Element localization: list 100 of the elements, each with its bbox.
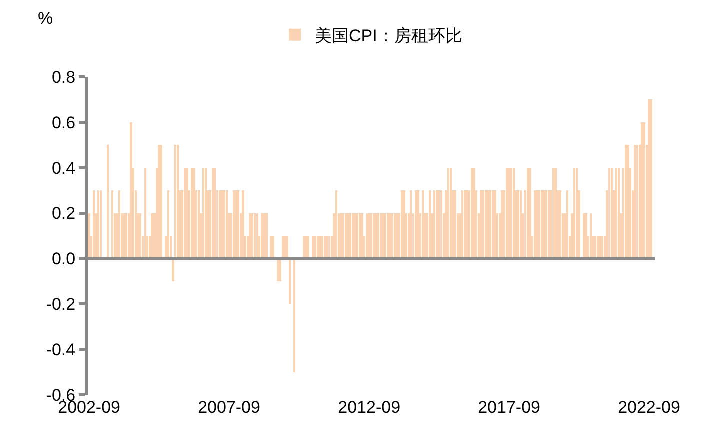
bar [204, 168, 208, 259]
bar [624, 145, 628, 259]
bar [218, 190, 221, 259]
bar [242, 190, 244, 259]
bar [172, 258, 174, 282]
bar [615, 168, 618, 259]
bar [226, 190, 228, 259]
bar [634, 145, 636, 259]
bar [470, 168, 473, 259]
bar [294, 258, 296, 372]
bar [98, 190, 100, 259]
bar [312, 236, 314, 259]
bar [118, 190, 121, 259]
bar [610, 168, 613, 259]
bar [585, 213, 588, 259]
bar [106, 145, 109, 259]
bar [428, 190, 432, 259]
y-tick-label: 0.0 [52, 250, 76, 269]
bar [238, 190, 240, 259]
bar [167, 190, 170, 259]
x-tick-label: 2017-09 [478, 398, 540, 417]
y-axis-title: % [38, 9, 54, 28]
bar [335, 190, 338, 259]
bar [151, 213, 154, 259]
bar [414, 190, 417, 259]
bar [518, 190, 520, 259]
bar [534, 190, 536, 259]
bar [184, 168, 186, 259]
bar [88, 213, 90, 259]
bar [464, 190, 466, 259]
bar [566, 190, 569, 259]
bar [608, 168, 611, 259]
bar [417, 190, 420, 259]
bar [462, 190, 464, 259]
x-tick-label: 2012-09 [338, 398, 401, 417]
bar [494, 190, 496, 259]
x-tick-label: 2022-09 [618, 398, 680, 417]
bar [440, 190, 443, 259]
bar [447, 168, 450, 259]
bar [436, 190, 438, 259]
bar [512, 168, 516, 259]
bar [484, 190, 488, 259]
bar [510, 168, 513, 259]
bar [501, 190, 504, 259]
bar [422, 190, 424, 259]
legend-label: 美国CPI：房租环比 [315, 26, 462, 46]
bar [548, 190, 550, 259]
bar [552, 168, 555, 259]
bar [232, 190, 236, 259]
y-tick-label: 0.4 [52, 158, 76, 178]
y-tick-label: -0.4 [46, 340, 76, 360]
bar [277, 258, 280, 282]
bar [538, 190, 541, 259]
bar [574, 168, 576, 259]
bar [559, 190, 562, 259]
bar [410, 190, 412, 259]
bar [160, 145, 163, 259]
bar [450, 168, 452, 259]
x-tick-label: 2007-09 [198, 398, 260, 417]
bar [144, 168, 146, 259]
y-tick-label: 0.2 [52, 204, 76, 224]
bar [361, 213, 364, 259]
bar [174, 145, 177, 259]
bar [482, 190, 485, 259]
bar [643, 122, 646, 259]
bar [202, 168, 205, 259]
bar [648, 100, 650, 259]
bar [111, 190, 114, 259]
bar [130, 122, 132, 259]
bar [214, 168, 216, 259]
bar [400, 190, 404, 259]
bar [636, 145, 639, 259]
bar [100, 190, 102, 259]
bar [198, 190, 200, 259]
bar [288, 258, 292, 304]
bar [223, 190, 226, 259]
bar [526, 168, 529, 259]
y-tick-label: 0.6 [52, 113, 76, 132]
bar [650, 100, 653, 259]
bar [618, 168, 620, 259]
bar [190, 168, 193, 259]
bar [520, 190, 522, 259]
bar [540, 190, 544, 259]
bar [270, 236, 272, 259]
bar [266, 213, 268, 259]
bar [249, 213, 252, 259]
bar [434, 190, 436, 259]
y-tick-label: 0.8 [52, 68, 76, 87]
bar [176, 145, 180, 259]
bar [403, 190, 406, 259]
y-tick-label: -0.2 [46, 295, 76, 314]
bar [546, 190, 548, 259]
bar [212, 168, 214, 259]
bar [454, 190, 457, 259]
bar [438, 190, 440, 259]
bar [92, 190, 96, 259]
bar [480, 190, 482, 259]
bar [492, 190, 494, 259]
bar [490, 190, 492, 259]
bar [529, 168, 532, 259]
